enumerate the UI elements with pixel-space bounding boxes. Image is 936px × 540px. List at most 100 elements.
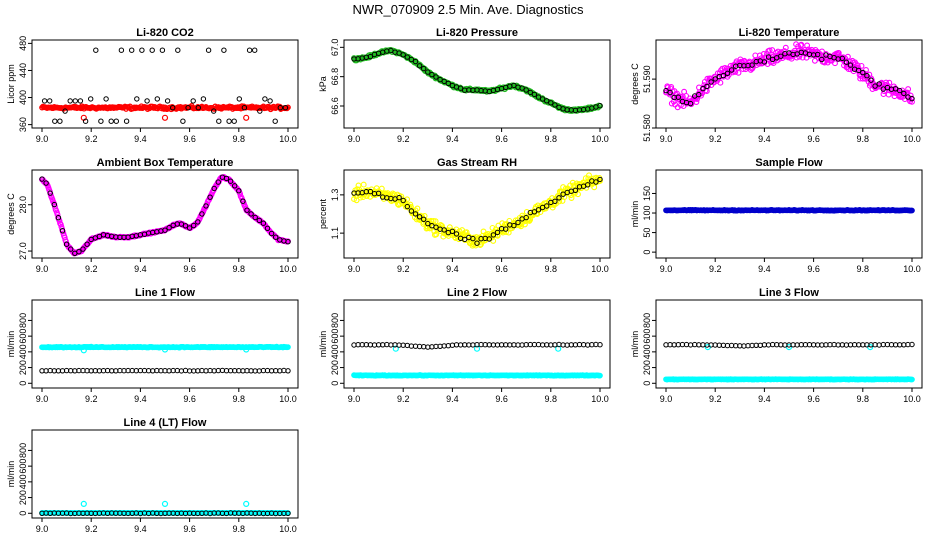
chart-panel: Line 4 (LT) Flow 9.0 9.2 9.4 9.6 9.8 10.0 0 2004… (6, 417, 299, 534)
reference-point (190, 98, 196, 104)
y-tick-label: 51.580 (642, 114, 652, 142)
average-point (186, 225, 193, 231)
average-point (847, 62, 854, 68)
average-point (572, 187, 579, 194)
x-tick-label: 9.4 (134, 394, 147, 404)
y-axis-label: degrees C (6, 193, 16, 235)
plot-frame (655, 299, 923, 389)
reference-point (282, 105, 289, 111)
average-point (162, 227, 168, 233)
y-axis-label: degrees C (630, 63, 640, 105)
plot-area (663, 41, 915, 111)
reference-point (82, 118, 89, 124)
y-tick-label: 100 (642, 206, 652, 221)
average-point (252, 214, 258, 221)
x-tick-label: 9.4 (758, 134, 771, 144)
y-axis-label: percent (318, 198, 328, 229)
outlier-point (161, 346, 169, 353)
reference-point (180, 118, 186, 124)
plot-frame (655, 39, 923, 129)
average-point (597, 176, 603, 183)
reference-point (154, 96, 161, 102)
average-point (909, 95, 915, 102)
chart-panel: Line 2 Flow 9.0 9.2 9.4 9.6 9.8 10.0 0 200400600… (318, 287, 611, 404)
average-point (76, 249, 82, 255)
x-tick-label: 9.4 (134, 264, 147, 274)
average-point (236, 188, 242, 194)
average-point (548, 100, 554, 106)
data-point (586, 172, 592, 179)
y-tick-label: 600 (330, 329, 340, 344)
average-point (724, 70, 731, 77)
chart-panel: Li-820 Pressure 9.0 9.2 9.4 9.6 9.8 10.0 66.6 66… (318, 27, 611, 144)
y-tick-label: 66.8 (330, 68, 340, 86)
reference-point (52, 118, 58, 124)
x-tick-label: 9.2 (85, 524, 98, 534)
average-point (445, 80, 451, 87)
outlier-point (392, 345, 399, 352)
average-point (720, 72, 727, 79)
average-point (182, 223, 189, 229)
reference-point (195, 105, 202, 111)
average-point (593, 179, 599, 185)
average-point (43, 180, 49, 186)
plot-frame (343, 39, 611, 129)
data-point (561, 194, 568, 200)
data-point (909, 207, 915, 214)
x-tick-label: 10.0 (279, 134, 297, 144)
data-point (56, 217, 63, 224)
y-tick-label: 400 (18, 474, 28, 489)
average-point (470, 235, 476, 242)
y-axis-label: ml/min (318, 331, 328, 358)
average-point (227, 178, 234, 184)
data-point (693, 99, 700, 105)
y-axis-label: ml/min (6, 331, 16, 358)
data-point (505, 229, 512, 236)
y-tick-label: 600 (18, 459, 28, 474)
average-point (901, 90, 907, 97)
y-axis-label: ml/min (630, 331, 640, 358)
y-tick-label: 200 (330, 360, 340, 375)
average-point (819, 56, 825, 63)
y-tick-label: 800 (642, 313, 652, 328)
average-point (416, 214, 423, 220)
average-point (708, 79, 714, 85)
reference-point (62, 108, 68, 114)
average-point (876, 81, 882, 87)
chart-panel: Li-820 CO2 9.0 9.2 9.4 9.6 9.8 10.0 360 400 440 48… (6, 27, 299, 144)
outlier-point (161, 500, 169, 507)
average-point (59, 228, 66, 234)
average-point (728, 67, 735, 73)
chart-panel: Sample Flow 9.0 9.2 9.4 9.6 9.8 10.0 0 50 100 150m… (630, 157, 923, 274)
y-tick-label: 440 (18, 63, 28, 78)
reference-point (185, 105, 191, 111)
chart-panel: Gas Stream RH 9.0 9.2 9.4 9.6 9.8 10.0 1.1 1.3pe… (318, 157, 611, 274)
data-point (749, 64, 756, 71)
average-point (843, 59, 850, 65)
x-tick-label: 9.6 (807, 264, 820, 274)
y-tick-label: 1.3 (330, 189, 340, 202)
average-point (839, 55, 845, 61)
average-point (749, 62, 755, 68)
x-tick-label: 9.6 (183, 134, 196, 144)
average-point (232, 183, 238, 189)
chart-title: Line 3 Flow (759, 287, 819, 299)
plot-frame (343, 299, 611, 389)
outlier-point (243, 114, 250, 121)
average-point (39, 176, 45, 182)
y-tick-label: 0 (18, 511, 28, 516)
outlier-point (80, 347, 87, 354)
data-point (446, 224, 453, 231)
x-tick-label: 9.8 (233, 394, 246, 404)
x-tick-label: 9.8 (545, 394, 558, 404)
average-point (285, 510, 291, 516)
average-point (527, 89, 533, 96)
x-tick-label: 10.0 (279, 394, 297, 404)
outlier-point (473, 345, 481, 352)
reference-point (170, 105, 176, 111)
x-tick-label: 9.0 (660, 394, 673, 404)
x-tick-label: 9.2 (709, 134, 722, 144)
average-point (449, 228, 456, 235)
average-point (51, 201, 57, 208)
y-tick-label: 800 (18, 443, 28, 458)
